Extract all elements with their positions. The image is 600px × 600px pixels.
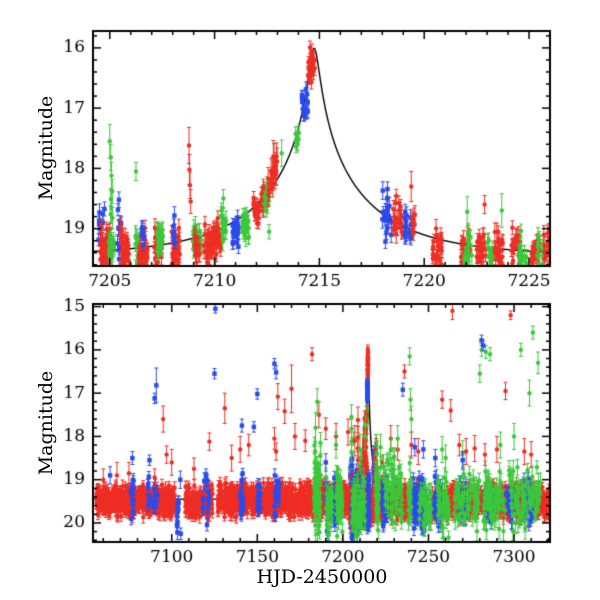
y-axis-label-top: Magnitude [35, 95, 57, 201]
y-axis-label-bottom: Magnitude [35, 370, 57, 476]
x-axis-label: HJD-2450000 [256, 566, 388, 588]
